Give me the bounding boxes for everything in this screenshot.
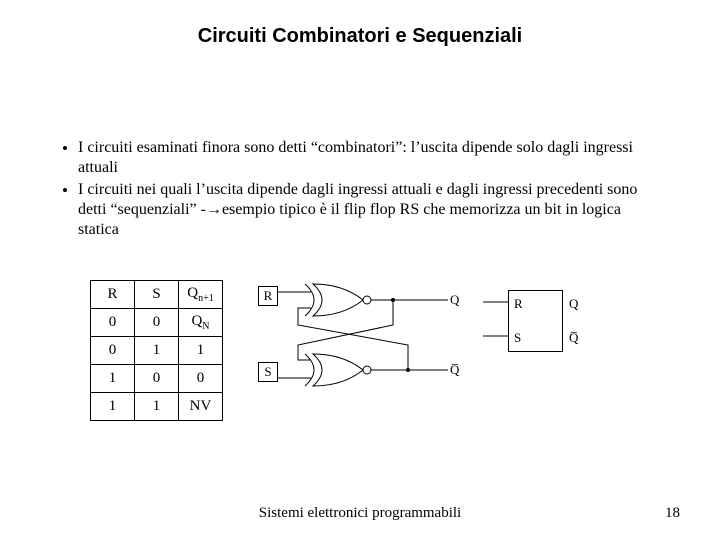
cell: 1: [91, 365, 135, 393]
cell-h2: S: [135, 281, 179, 309]
cell-h3: Qn+1: [179, 281, 223, 309]
bullet-2: I circuiti nei quali l’uscita dipende da…: [78, 180, 660, 240]
slide-title: Circuiti Combinatori e Sequenziali: [60, 25, 660, 48]
cell: 0: [91, 337, 135, 365]
block-qbar: Q̅: [569, 330, 578, 346]
cell: NV: [179, 393, 223, 421]
cell: 0: [135, 365, 179, 393]
page-number: 18: [665, 505, 680, 522]
block-r: R: [514, 296, 523, 312]
table-row: 1 1 NV: [91, 393, 223, 421]
cell: 0: [135, 309, 179, 337]
table-row: 0 1 1: [91, 337, 223, 365]
table-row: 1 0 0: [91, 365, 223, 393]
cell-h1: R: [91, 281, 135, 309]
cell: 1: [179, 337, 223, 365]
bullet-list: I circuiti esaminati finora sono detti “…: [60, 138, 660, 240]
circuit-diagram: R S Q Q̅ R S Q Q̅: [253, 280, 633, 440]
cell: 1: [91, 393, 135, 421]
cell: QN: [179, 309, 223, 337]
cell: 0: [91, 309, 135, 337]
nor-gates-svg: [253, 280, 513, 420]
cell: 1: [135, 337, 179, 365]
cell: 0: [179, 365, 223, 393]
footer-text: Sistemi elettronici programmabili: [0, 505, 720, 522]
content-row: R S Qn+1 0 0 QN 0 1 1 1 0 0 1 1 NV R: [60, 280, 660, 440]
table-row: 0 0 QN: [91, 309, 223, 337]
bullet-1: I circuiti esaminati finora sono detti “…: [78, 138, 660, 178]
block-q: Q: [569, 296, 578, 312]
cell: 1: [135, 393, 179, 421]
table-row: R S Qn+1: [91, 281, 223, 309]
block-s: S: [514, 330, 521, 346]
truth-table: R S Qn+1 0 0 QN 0 1 1 1 0 0 1 1 NV: [90, 280, 223, 421]
